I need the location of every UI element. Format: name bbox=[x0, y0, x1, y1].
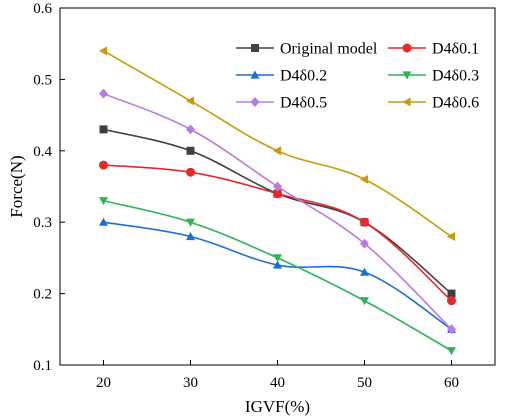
x-tick-label: 40 bbox=[270, 375, 285, 391]
data-point bbox=[273, 189, 282, 199]
legend-item: Original model bbox=[236, 41, 378, 58]
legend-marker bbox=[402, 97, 411, 107]
x-axis: 20 30 40 50 60 bbox=[96, 360, 459, 391]
series-2 bbox=[99, 217, 456, 333]
data-point bbox=[186, 146, 195, 155]
data-point bbox=[99, 125, 108, 134]
y-tick-label: 0.5 bbox=[33, 72, 52, 88]
x-tick-label: 20 bbox=[96, 375, 111, 391]
data-point bbox=[273, 146, 282, 156]
y-tick-label: 0.2 bbox=[33, 287, 52, 303]
data-point bbox=[447, 324, 456, 335]
legend-marker bbox=[402, 43, 412, 53]
legend: Original model D4δ0.1 D4δ0.2 D4δ0.3 D4δ0.5 D4… bbox=[236, 41, 479, 112]
legend-marker bbox=[402, 71, 412, 80]
x-tick-label: 50 bbox=[357, 375, 372, 391]
x-tick-label: 30 bbox=[183, 375, 198, 391]
legend-label: D4δ0.6 bbox=[432, 95, 479, 112]
y-tick-label: 0.6 bbox=[33, 1, 52, 17]
series-5 bbox=[99, 46, 456, 241]
data-point bbox=[186, 167, 195, 177]
x-axis-title: IGVF(%) bbox=[245, 397, 310, 416]
data-point bbox=[273, 260, 282, 269]
data-point bbox=[186, 96, 195, 106]
data-point bbox=[447, 347, 456, 356]
legend-label: D4δ0.2 bbox=[280, 68, 327, 85]
legend-marker bbox=[251, 44, 259, 52]
data-point bbox=[99, 197, 108, 206]
series-layer bbox=[99, 46, 456, 356]
legend-item: D4δ0.1 bbox=[388, 41, 479, 58]
data-point bbox=[99, 46, 108, 56]
data-point bbox=[273, 254, 282, 263]
y-tick-label: 0.1 bbox=[33, 358, 52, 374]
data-point bbox=[360, 174, 369, 184]
legend-label: D4δ0.3 bbox=[432, 68, 479, 85]
series-line bbox=[103, 128, 453, 295]
data-point bbox=[447, 289, 456, 298]
series-3 bbox=[99, 197, 456, 356]
data-point bbox=[447, 296, 456, 306]
series-1 bbox=[99, 160, 456, 306]
data-point bbox=[447, 231, 456, 241]
legend-label: D4δ0.1 bbox=[432, 41, 479, 58]
x-tick-label: 60 bbox=[444, 375, 459, 391]
legend-marker bbox=[250, 70, 260, 79]
y-axis-title: Force(N) bbox=[7, 155, 26, 217]
legend-item: D4δ0.3 bbox=[388, 68, 479, 85]
series-line bbox=[103, 92, 453, 330]
data-point bbox=[186, 231, 195, 241]
legend-label: D4δ0.5 bbox=[280, 95, 327, 112]
data-point bbox=[360, 238, 369, 249]
legend-item: D4δ0.6 bbox=[388, 95, 479, 112]
data-point bbox=[186, 124, 195, 135]
y-axis: 0.1 0.2 0.3 0.4 0.5 0.6 bbox=[33, 1, 65, 374]
data-point bbox=[360, 217, 369, 227]
series-4 bbox=[99, 88, 456, 335]
legend-label: Original model bbox=[280, 41, 378, 58]
data-point bbox=[99, 88, 108, 99]
legend-item: D4δ0.2 bbox=[236, 68, 327, 85]
data-point bbox=[360, 267, 369, 276]
series-line bbox=[103, 50, 452, 238]
y-tick-label: 0.3 bbox=[33, 215, 52, 231]
data-point bbox=[360, 297, 369, 306]
legend-marker bbox=[250, 97, 260, 107]
data-point bbox=[273, 181, 282, 192]
data-point bbox=[186, 218, 195, 227]
data-point bbox=[99, 217, 108, 226]
y-tick-label: 0.4 bbox=[33, 144, 52, 160]
data-point bbox=[99, 160, 108, 170]
legend-item: D4δ0.5 bbox=[236, 95, 327, 112]
